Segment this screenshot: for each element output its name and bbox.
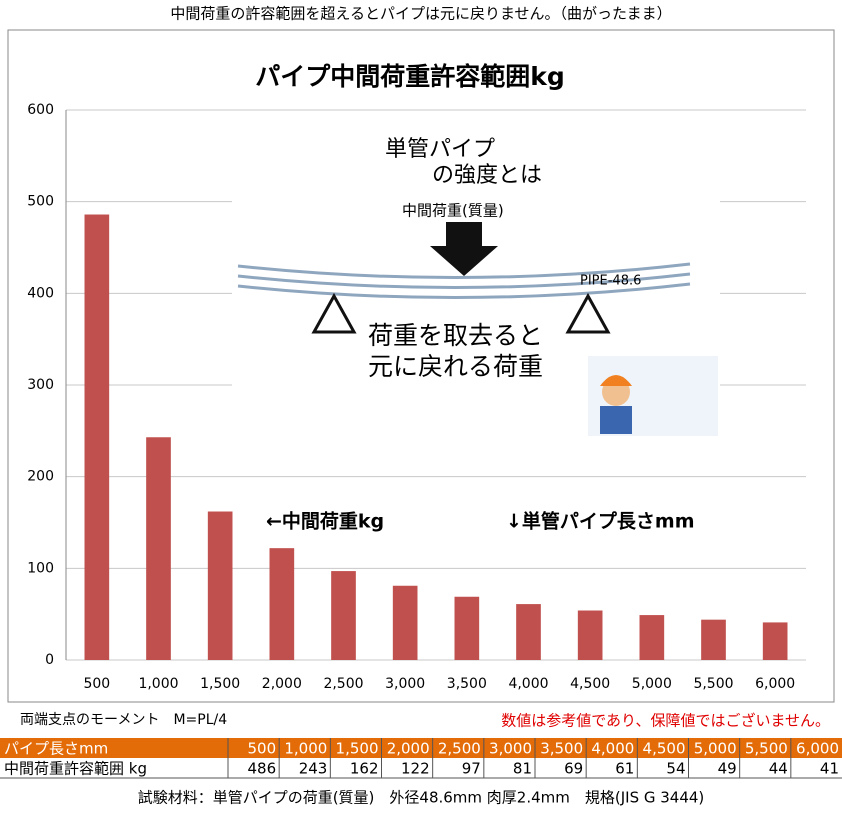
table-cell: 122 <box>401 760 430 778</box>
bar <box>701 619 726 660</box>
x-tick-label: 6,000 <box>755 676 795 692</box>
bar <box>639 615 665 660</box>
x-tick-label: 3,000 <box>385 676 425 692</box>
x-tick-label: 4,500 <box>570 676 610 692</box>
table-cell: 1,500 <box>336 740 379 758</box>
bar <box>207 511 233 660</box>
table-cell: 4,000 <box>591 740 634 758</box>
bar <box>762 622 788 660</box>
annotation: ↓単管パイプ長さmm <box>506 510 695 533</box>
pipe-line <box>237 282 691 299</box>
bar <box>146 437 171 660</box>
table-cell: 54 <box>666 760 685 778</box>
y-tick-label: 300 <box>27 377 54 393</box>
illustration <box>600 375 632 386</box>
y-tick-label: 500 <box>27 194 54 210</box>
inset-pipe: PIPE-48.6 <box>580 274 641 289</box>
y-tick-label: 600 <box>27 102 54 118</box>
inset-heading: の強度とは <box>432 163 542 188</box>
inset: 単管パイプ の強度とは 中間荷重(質量) PIPE-48.6 荷重を取去ると 元… <box>232 130 720 438</box>
x-tick-label: 4,000 <box>508 676 548 692</box>
inset-load: 中間荷重(質量) <box>402 202 504 220</box>
pipe-line <box>237 262 691 279</box>
plot: パイプ中間荷重許容範囲kg 0 100 200 300 400 500 600 500 1,000… <box>27 62 806 692</box>
x-tick-label: 500 <box>83 676 110 692</box>
table-cell: 41 <box>820 760 839 778</box>
table-cell: 61 <box>615 760 634 778</box>
bar <box>454 596 480 660</box>
y-tick-label: 100 <box>27 560 54 576</box>
table-cell: 69 <box>564 760 583 778</box>
y-tick-label: 400 <box>27 285 54 301</box>
table-cell: 97 <box>462 760 481 778</box>
table-cell: 3,000 <box>489 740 532 758</box>
x-tick-label: 2,000 <box>262 676 302 692</box>
table-cell: 6,000 <box>796 740 839 758</box>
table-cell: 5,000 <box>694 740 737 758</box>
table-cell: 49 <box>718 760 737 778</box>
bar <box>577 610 603 660</box>
table-cell: 162 <box>350 760 379 778</box>
bar <box>392 585 418 660</box>
table-cell: 4,500 <box>643 740 686 758</box>
table-header-bg <box>0 738 842 758</box>
support <box>565 292 611 334</box>
table-cell: 243 <box>299 760 328 778</box>
y-tick-label: 0 <box>45 652 54 668</box>
y-tick-label: 200 <box>27 469 54 485</box>
x-tick-label: 5,500 <box>693 676 733 692</box>
x-tick-label: 2,500 <box>323 676 363 692</box>
disclaimer: 数値は参考値であり、保障値ではございません。 <box>501 712 830 730</box>
table-cell: 44 <box>769 760 788 778</box>
annotation: ←中間荷重kg <box>266 510 384 533</box>
support <box>311 292 357 334</box>
x-tick-label: 1,000 <box>138 676 178 692</box>
x-tick-label: 1,500 <box>200 676 240 692</box>
table-cell: 2,000 <box>387 740 430 758</box>
x-tick-label: 5,000 <box>632 676 672 692</box>
pipe-line <box>237 272 691 289</box>
table-cell: 5,500 <box>745 740 788 758</box>
table-cell: 2,500 <box>438 740 481 758</box>
formula: 両端支点のモーメント M=PL/4 <box>20 712 227 728</box>
illustration <box>600 406 632 434</box>
inset-note: 荷重を取去ると <box>368 321 543 350</box>
bar <box>84 214 110 660</box>
bar <box>331 571 356 660</box>
table-cell: 3,500 <box>540 740 583 758</box>
x-tick-label: 3,500 <box>447 676 487 692</box>
bar <box>516 604 541 660</box>
footer: 試験材料：単管パイプの荷重(質量) 外径48.6mm 肉厚2.4mm 規格(JI… <box>138 789 705 807</box>
bar <box>269 548 295 660</box>
caption: 中間荷重の許容範囲を超えるとパイプは元に戻りません。（曲がったまま） <box>170 5 671 23</box>
table-cell: 500 <box>248 740 277 758</box>
table-cell: 81 <box>513 760 532 778</box>
table: パイプ長さmm 中間荷重許容範囲 kg 500 486 1,000 243 1,500 162… <box>0 738 842 779</box>
table-cell: 1,000 <box>284 740 327 758</box>
table-cell: 486 <box>248 760 277 778</box>
inset-note: 元に戻れる荷重 <box>368 352 543 381</box>
load-arrow <box>430 222 498 276</box>
row-header: 中間荷重許容範囲 kg <box>4 760 147 778</box>
row-header: パイプ長さmm <box>4 740 108 758</box>
inset-heading: 単管パイプ <box>385 137 495 162</box>
chart-title: パイプ中間荷重許容範囲kg <box>255 62 565 91</box>
